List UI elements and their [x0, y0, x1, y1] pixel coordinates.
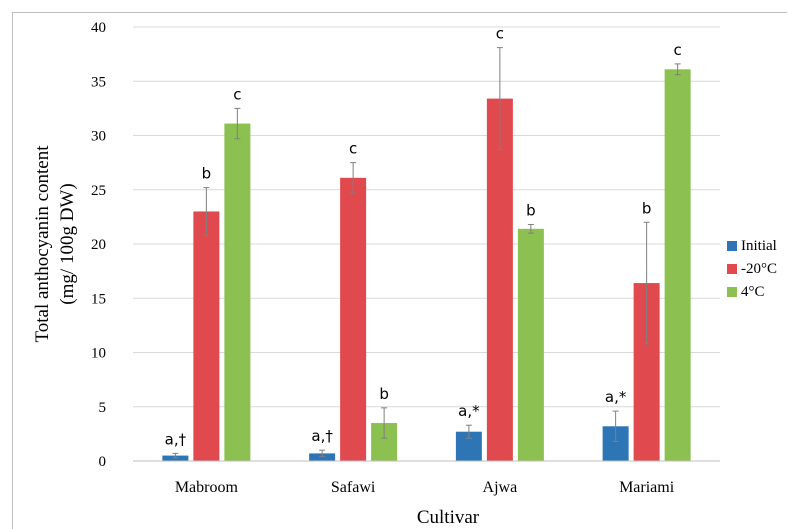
y-tick-label: 25 [91, 183, 106, 199]
x-axis-title: Cultivar [417, 507, 480, 528]
gridlines [133, 26, 720, 408]
x-category-label: Mabroom [175, 479, 239, 496]
bar [162, 455, 189, 461]
y-tick-label: 35 [91, 74, 106, 90]
x-axis-categories: Mabroom Safawi Ajwa Mariami [175, 479, 675, 496]
data-label: a,† [165, 430, 187, 448]
y-tick-label: 40 [91, 20, 106, 36]
legend-swatch [727, 241, 737, 251]
data-label: c [496, 25, 504, 43]
bar [517, 228, 544, 461]
legend: Initial -20°C 4°C [727, 238, 777, 300]
y-tick-label: 30 [91, 129, 106, 145]
y-axis-title-line2: (mg/ 100g DW) [57, 183, 78, 304]
bar [340, 177, 367, 461]
chart-frame [12, 12, 787, 529]
x-category-label: Mariami [619, 479, 675, 496]
y-axis-title-line1: Total anthocyanin content [32, 145, 53, 343]
bar [664, 69, 691, 461]
legend-label: Initial [741, 238, 777, 254]
y-axis-ticks: 0 5 10 15 20 25 30 35 40 [91, 20, 106, 470]
x-category-label: Ajwa [483, 479, 518, 496]
legend-label: 4°C [741, 284, 765, 300]
y-tick-label: 10 [91, 346, 106, 362]
bars [162, 69, 691, 462]
significance-labels: a,† b c a,† c b a,* c b a,* b c [165, 25, 682, 449]
data-label: b [379, 385, 389, 403]
data-label: c [349, 140, 357, 158]
legend-label: -20°C [741, 261, 777, 277]
legend-swatch [727, 264, 737, 274]
x-category-label: Safawi [331, 479, 376, 496]
bar [224, 123, 251, 461]
data-label: b [526, 201, 536, 219]
data-label: a,* [458, 402, 480, 420]
y-tick-label: 0 [99, 454, 107, 470]
data-label: a,† [311, 427, 333, 445]
data-label: c [233, 85, 241, 103]
data-label: b [202, 165, 212, 183]
data-label: a,* [605, 388, 627, 406]
bar [486, 98, 513, 462]
legend-swatch [727, 287, 737, 297]
y-tick-label: 15 [91, 291, 106, 307]
bar [309, 453, 336, 461]
data-label: c [674, 41, 682, 59]
error-bars [172, 47, 681, 459]
bar [193, 211, 220, 461]
y-tick-label: 20 [91, 237, 106, 253]
y-tick-label: 5 [99, 400, 107, 416]
data-label: b [642, 199, 652, 217]
